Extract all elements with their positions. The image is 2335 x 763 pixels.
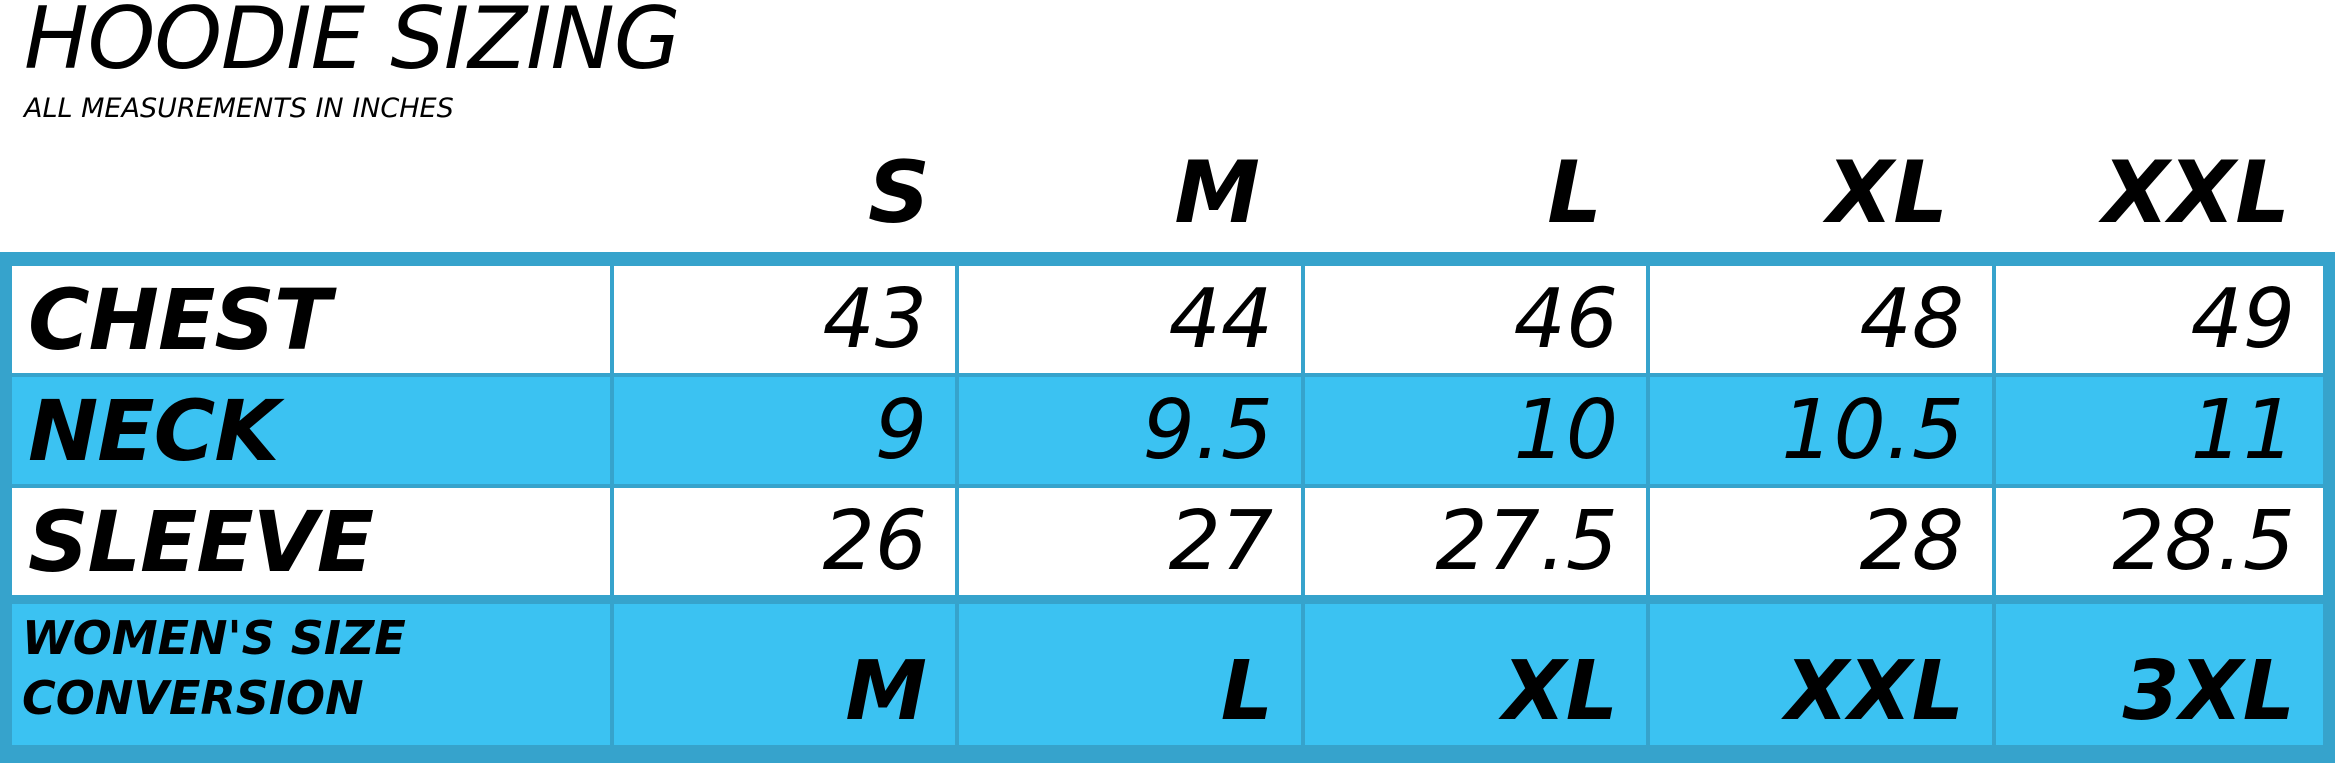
size-header-m: M — [1174, 143, 1260, 243]
table-row-womens-conversion: WOMEN'S SIZE CONVERSION M L XL XXL 3XL — [12, 604, 2323, 745]
neck-m-value: 9.5 — [1142, 382, 1273, 478]
womens-xl-value: XXL — [1785, 644, 1964, 739]
table-row-chest: CHEST 43 44 46 48 49 — [12, 266, 2323, 373]
row-label-cell: CHEST — [12, 266, 610, 373]
sleeve-xxl-value: 28.5 — [2112, 493, 2295, 589]
row-label-womens-size: WOMEN'S SIZE — [22, 611, 406, 665]
value-cell: 46 — [1305, 266, 1646, 373]
value-cell: XL — [1305, 604, 1646, 745]
sleeve-s-value: 26 — [822, 493, 927, 589]
row-label-sleeve: SLEEVE — [28, 492, 374, 591]
chest-l-value: 46 — [1513, 271, 1618, 367]
value-cell: 3XL — [1996, 604, 2323, 745]
womens-m-value: L — [1220, 644, 1273, 739]
size-header-xl: XL — [1826, 143, 1948, 243]
row-label-cell: WOMEN'S SIZE CONVERSION — [12, 604, 610, 745]
sleeve-l-value: 27.5 — [1435, 493, 1618, 589]
value-cell: XXL — [1650, 604, 1992, 745]
value-cell: 49 — [1996, 266, 2323, 373]
size-header-l: L — [1547, 143, 1602, 243]
row-label-neck: NECK — [28, 381, 279, 480]
chest-xxl-value: 49 — [2190, 271, 2295, 367]
value-cell: M — [614, 604, 955, 745]
value-cell: 44 — [959, 266, 1301, 373]
table-row-sleeve: SLEEVE 26 27 27.5 28 28.5 — [12, 488, 2323, 595]
neck-xl-value: 10.5 — [1781, 382, 1964, 478]
value-cell: 9.5 — [959, 377, 1301, 484]
page-subtitle: ALL MEASUREMENTS IN INCHES — [24, 93, 454, 124]
value-cell: L — [959, 604, 1301, 745]
value-cell: 10.5 — [1650, 377, 1992, 484]
neck-xxl-value: 11 — [2190, 382, 2295, 478]
sleeve-xl-value: 28 — [1859, 493, 1964, 589]
row-label-cell: SLEEVE — [12, 488, 610, 595]
value-cell: 28 — [1650, 488, 1992, 595]
womens-l-value: XL — [1502, 644, 1618, 739]
value-cell: 27.5 — [1305, 488, 1646, 595]
chest-m-value: 44 — [1168, 271, 1273, 367]
value-cell: 27 — [959, 488, 1301, 595]
value-cell: 28.5 — [1996, 488, 2323, 595]
womens-s-value: M — [845, 644, 927, 739]
size-header-s: S — [868, 143, 930, 243]
sleeve-m-value: 27 — [1168, 493, 1273, 589]
page-title: HOODIE SIZING — [24, 0, 681, 89]
neck-l-value: 10 — [1513, 382, 1618, 478]
value-cell: 9 — [614, 377, 955, 484]
value-cell: 11 — [1996, 377, 2323, 484]
womens-xxl-value: 3XL — [2122, 644, 2295, 739]
chest-xl-value: 48 — [1859, 271, 1964, 367]
value-cell: 43 — [614, 266, 955, 373]
table-row-neck: NECK 9 9.5 10 10.5 11 — [12, 377, 2323, 484]
chest-s-value: 43 — [822, 271, 927, 367]
value-cell: 26 — [614, 488, 955, 595]
row-label-cell: NECK — [12, 377, 610, 484]
value-cell: 10 — [1305, 377, 1646, 484]
row-label-conversion: CONVERSION — [22, 671, 364, 725]
row-label-chest: CHEST — [28, 270, 331, 369]
size-header-xxl: XXL — [2102, 143, 2290, 243]
value-cell: 48 — [1650, 266, 1992, 373]
neck-s-value: 9 — [874, 382, 927, 478]
